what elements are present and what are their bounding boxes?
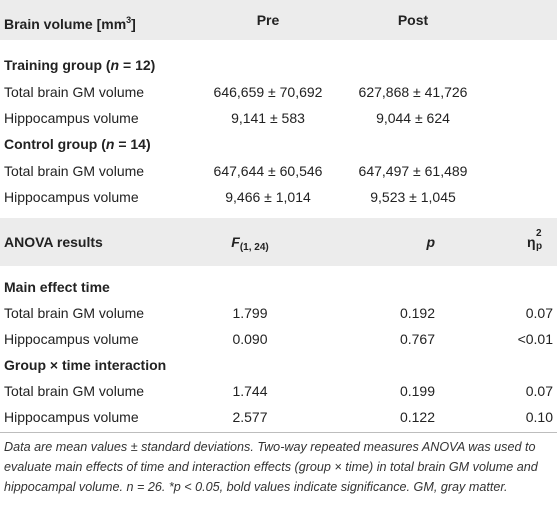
header-band xyxy=(0,0,557,40)
row-label: Total brain GM volume xyxy=(4,383,145,399)
anova-f-header: F(1, 24) xyxy=(195,222,305,268)
eta-value: <0.01 xyxy=(517,331,553,347)
table-row: Total brain GM volume 646,659 ± 70,692 6… xyxy=(0,79,557,106)
group-title-n: n xyxy=(105,136,115,152)
row-label: Total brain GM volume xyxy=(4,163,145,179)
p-value: 0.767 xyxy=(399,331,435,347)
f-value: 1.799 xyxy=(232,305,268,321)
group-title-row: Training group (n = 12) xyxy=(0,52,557,79)
row-label: Hippocampus volume xyxy=(4,331,139,347)
post-value: 647,497 ± 61,489 xyxy=(358,163,468,179)
table-row: Hippocampus volume 9,141 ± 583 9,044 ± 6… xyxy=(0,105,557,132)
eta-value: 0.07 xyxy=(525,383,553,399)
post-value: 627,868 ± 41,726 xyxy=(358,84,468,100)
eta-subscript: p xyxy=(536,241,543,252)
row-label: Hippocampus volume xyxy=(4,409,139,425)
header-brain-volume-text: Brain volume [mm xyxy=(4,16,127,32)
table-bottom-rule xyxy=(0,432,557,433)
eta-value: 0.07 xyxy=(525,305,553,321)
table-header-row: Brain volume [mm3] Pre Post xyxy=(0,0,557,40)
anova-results-label: ANOVA results xyxy=(4,234,103,250)
header-brain-volume-close: ] xyxy=(131,16,136,32)
header-pre: Pre xyxy=(256,12,280,28)
group-title: Training group (n = 12) xyxy=(4,52,155,79)
group-title-row: Control group (n = 14) xyxy=(0,131,557,158)
group-title-suffix: = 12) xyxy=(119,57,156,73)
p-value: 0.199 xyxy=(399,383,435,399)
table-row: Total brain GM volume 647,644 ± 60,546 6… xyxy=(0,158,557,185)
pre-value: 647,644 ± 60,546 xyxy=(213,163,323,179)
eta-letter: η xyxy=(527,234,536,250)
section-title: Group × time interaction xyxy=(4,357,167,373)
table-footnote: Data are mean values ± standard deviatio… xyxy=(4,440,538,494)
pre-value: 646,659 ± 70,692 xyxy=(213,84,323,100)
pre-value: 9,141 ± 583 xyxy=(231,110,305,126)
f-value: 2.577 xyxy=(232,409,268,425)
post-value: 9,523 ± 1,045 xyxy=(370,189,456,205)
table-row: Hippocampus volume 2.577 0.122 0.10 xyxy=(0,404,557,431)
group-title-n: n xyxy=(110,57,120,73)
section-title-row: Main effect time xyxy=(0,274,557,301)
anova-p-header: p xyxy=(426,234,435,250)
eta-value: 0.10 xyxy=(525,409,553,425)
post-value: 9,044 ± 624 xyxy=(376,110,450,126)
table-row: Hippocampus volume 0.090 0.767 <0.01 xyxy=(0,326,557,353)
group-title: Control group (n = 14) xyxy=(4,131,151,158)
row-label: Total brain GM volume xyxy=(4,305,145,321)
section-title-row: Group × time interaction xyxy=(0,352,557,379)
row-label: Total brain GM volume xyxy=(4,84,145,100)
pre-value: 9,466 ± 1,014 xyxy=(225,189,311,205)
table-row: Total brain GM volume 1.744 0.199 0.07 xyxy=(0,378,557,405)
table-row: Hippocampus volume 9,466 ± 1,014 9,523 ±… xyxy=(0,184,557,211)
section-title: Main effect time xyxy=(4,279,110,295)
group-title-suffix: = 14) xyxy=(114,136,151,152)
row-label: Hippocampus volume xyxy=(4,110,139,126)
header-post: Post xyxy=(397,12,429,28)
row-label: Hippocampus volume xyxy=(4,189,139,205)
header-brain-volume-sup: 3 xyxy=(126,15,132,25)
f-value: 1.744 xyxy=(232,383,268,399)
eta-superscript: 2 xyxy=(536,228,542,239)
anova-f-letter: F xyxy=(231,234,240,250)
anova-header-band xyxy=(0,218,557,266)
p-value: 0.122 xyxy=(399,409,435,425)
p-value: 0.192 xyxy=(399,305,435,321)
table-row: Total brain GM volume 1.799 0.192 0.07 xyxy=(0,300,557,327)
f-value: 0.090 xyxy=(232,331,268,347)
anova-f-subscript: (1, 24) xyxy=(239,242,269,253)
group-title-prefix: Training group ( xyxy=(4,57,111,73)
group-title-prefix: Control group ( xyxy=(4,136,106,152)
header-brain-volume: Brain volume [mm3] xyxy=(4,0,136,44)
